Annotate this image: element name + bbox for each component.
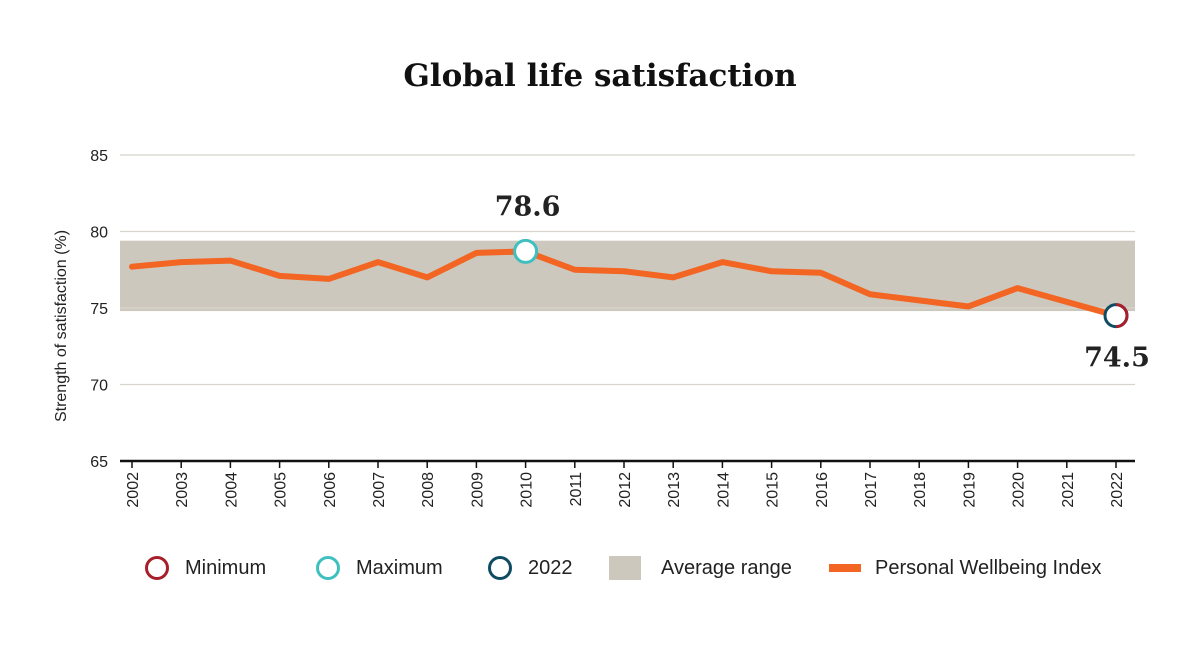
x-tick-label: 2015: [765, 472, 782, 508]
legend-item-average-range: Average range: [609, 550, 792, 586]
x-tick-label: 2004: [223, 472, 240, 508]
maximum-marker: [513, 238, 539, 264]
chart-title: Global life satisfaction: [403, 58, 797, 94]
y-tick-label: 70: [90, 378, 108, 395]
y-tick-label: 85: [90, 148, 108, 165]
legend-label-average-range: Average range: [661, 556, 792, 579]
y-tick-label: 80: [90, 225, 108, 242]
x-tick-label: 2013: [666, 472, 683, 508]
x-tick-label: 2017: [863, 472, 880, 508]
legend-swatch-pwi: [829, 564, 861, 572]
x-tick-label: 2009: [469, 472, 486, 508]
x-tick-label: 2016: [814, 472, 831, 508]
latest-marker: [1103, 303, 1129, 329]
legend-swatch-minimum: [145, 556, 169, 580]
x-tick-label: 2011: [568, 472, 585, 507]
latest-value-label: 74.5: [1084, 343, 1150, 374]
series-line-personal-wellbeing-index: [129, 248, 1119, 319]
legend-item-minimum: Minimum: [145, 550, 266, 586]
x-tick-label: 2022: [1109, 472, 1126, 508]
legend-swatch-2022: [488, 556, 512, 580]
x-tick-label: 2014: [715, 472, 732, 508]
y-tick-label: 65: [90, 454, 108, 471]
legend-label-2022: 2022: [528, 556, 573, 579]
y-tick-label: 75: [90, 301, 108, 318]
x-tick-label: 2002: [125, 472, 142, 508]
legend-item-maximum: Maximum: [316, 550, 443, 586]
legend-label-minimum: Minimum: [185, 556, 267, 579]
x-tick-label: 2010: [519, 472, 536, 508]
legend-label-pwi: Personal Wellbeing Index: [875, 556, 1102, 579]
legend-swatch-maximum: [316, 556, 340, 580]
x-tick-label: 2021: [1060, 472, 1077, 508]
x-tick-label: 2019: [961, 472, 978, 508]
x-tick-label: 2005: [273, 472, 290, 508]
x-tick-label: 2018: [912, 472, 929, 508]
x-tick-label: 2003: [174, 472, 191, 508]
y-axis-label: Strength of satisfaction (%): [53, 230, 70, 422]
maximum-value-label: 78.6: [495, 191, 561, 222]
legend-label-maximum: Maximum: [356, 556, 443, 579]
x-tick-label: 2020: [1011, 472, 1028, 508]
legend-item-pwi: Personal Wellbeing Index: [829, 550, 1101, 586]
legend: Minimum Maximum 2022 Average range Perso…: [0, 550, 1200, 590]
legend-swatch-average-range: [609, 556, 641, 580]
x-tick-label: 2007: [371, 472, 388, 508]
x-tick-label: 2006: [322, 472, 339, 508]
x-tick-label: 2008: [420, 472, 437, 508]
legend-item-2022: 2022: [488, 550, 573, 586]
x-tick-label: 2012: [617, 472, 634, 508]
minimum-marker-arc: [1115, 303, 1129, 329]
